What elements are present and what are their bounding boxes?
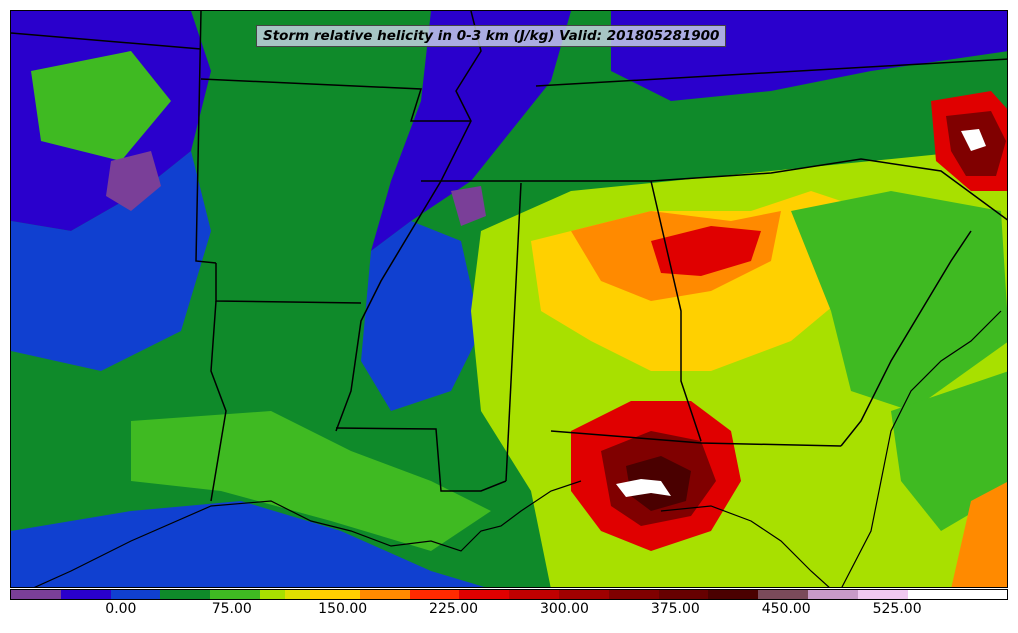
field-white-northeast [961, 129, 986, 151]
field-blue-north [371, 11, 571, 251]
colorbar-tick-label: 300.00 [539, 601, 589, 617]
field-mid-blue-west [11, 151, 211, 371]
colorbar-segment [608, 590, 634, 599]
field-purple-patch-2 [451, 186, 486, 226]
colorbar-segment [160, 590, 186, 599]
colorbar-segment [284, 590, 310, 599]
colorbar-segment [35, 590, 61, 599]
colorbar-segment [235, 590, 261, 599]
colorbar-segment [384, 590, 410, 599]
colorbar-segment [932, 590, 958, 599]
colorbar-segment [85, 590, 111, 599]
colorbar-tick-label: 450.00 [761, 601, 811, 617]
colorbar-segment [783, 590, 808, 599]
colorbar-tick-label: 0.00 [105, 601, 137, 617]
colorbar-segment [534, 590, 559, 599]
colorbar-segment [633, 590, 659, 599]
colorbar-segment [359, 590, 385, 599]
colorbar-segment [808, 590, 833, 599]
colorbar-tick-labels: 0.00 75.00 150.00 225.00 300.00 375.00 450.00 5… [10, 601, 1008, 631]
colorbar-segment [484, 590, 510, 599]
colorbar-segment [309, 590, 335, 599]
colorbar-segment [260, 590, 285, 599]
colorbar-segment [982, 590, 1008, 599]
colorbar-segment [509, 590, 535, 599]
colorbar-tick-label: 75.00 [211, 601, 252, 617]
field-green-atlantic [891, 371, 1007, 531]
colorbar-segment [210, 590, 236, 599]
colorbar-tick-label: 525.00 [872, 601, 922, 617]
field-green-light-west [31, 51, 171, 161]
colorbar-segment [957, 590, 983, 599]
colorbar-segment [409, 590, 435, 599]
colorbar-segment [758, 590, 784, 599]
colorbar-segment [583, 590, 609, 599]
colorbar-segment [907, 590, 933, 599]
colorbar-segment [832, 590, 858, 599]
field-purple-patch [106, 151, 161, 211]
colorbar-segment [558, 590, 584, 599]
colorbar-segment [60, 590, 86, 599]
colorbar-segment [658, 590, 684, 599]
field-mid-blue-center [361, 221, 481, 411]
coastlines [33, 310, 1002, 587]
colorbar-segment [11, 590, 36, 599]
colorbar-segment [882, 590, 908, 599]
colorbar-segment [334, 590, 360, 599]
field-green-light-gulf [131, 411, 491, 551]
colorbar-segment [185, 590, 211, 599]
colorbar-segment [110, 590, 136, 599]
colorbar-segment [434, 590, 460, 599]
state-boundaries [11, 11, 1007, 502]
colorbar-segment [708, 590, 734, 599]
colorbar-tick-label: 225.00 [429, 601, 479, 617]
map-panel: Storm relative helicity in 0-3 km (J/kg)… [10, 10, 1008, 588]
field-red-band [651, 226, 761, 276]
field-green-east [791, 191, 1007, 411]
map-title: Storm relative helicity in 0-3 km (J/kg)… [256, 25, 727, 47]
colorbar-segment [857, 590, 883, 599]
colorbar-segment [683, 590, 709, 599]
colorbar-segment [135, 590, 161, 599]
colorbar-tick-label: 375.00 [650, 601, 700, 617]
field-white-core [616, 479, 671, 497]
helicity-map [11, 11, 1007, 587]
colorbar-tick-label: 150.00 [318, 601, 368, 617]
colorbar-segment [733, 590, 759, 599]
field-blue-gulf [11, 501, 485, 587]
colorbar [10, 589, 1008, 600]
colorbar-segment [459, 590, 485, 599]
field-orange-atlantic [951, 482, 1007, 587]
